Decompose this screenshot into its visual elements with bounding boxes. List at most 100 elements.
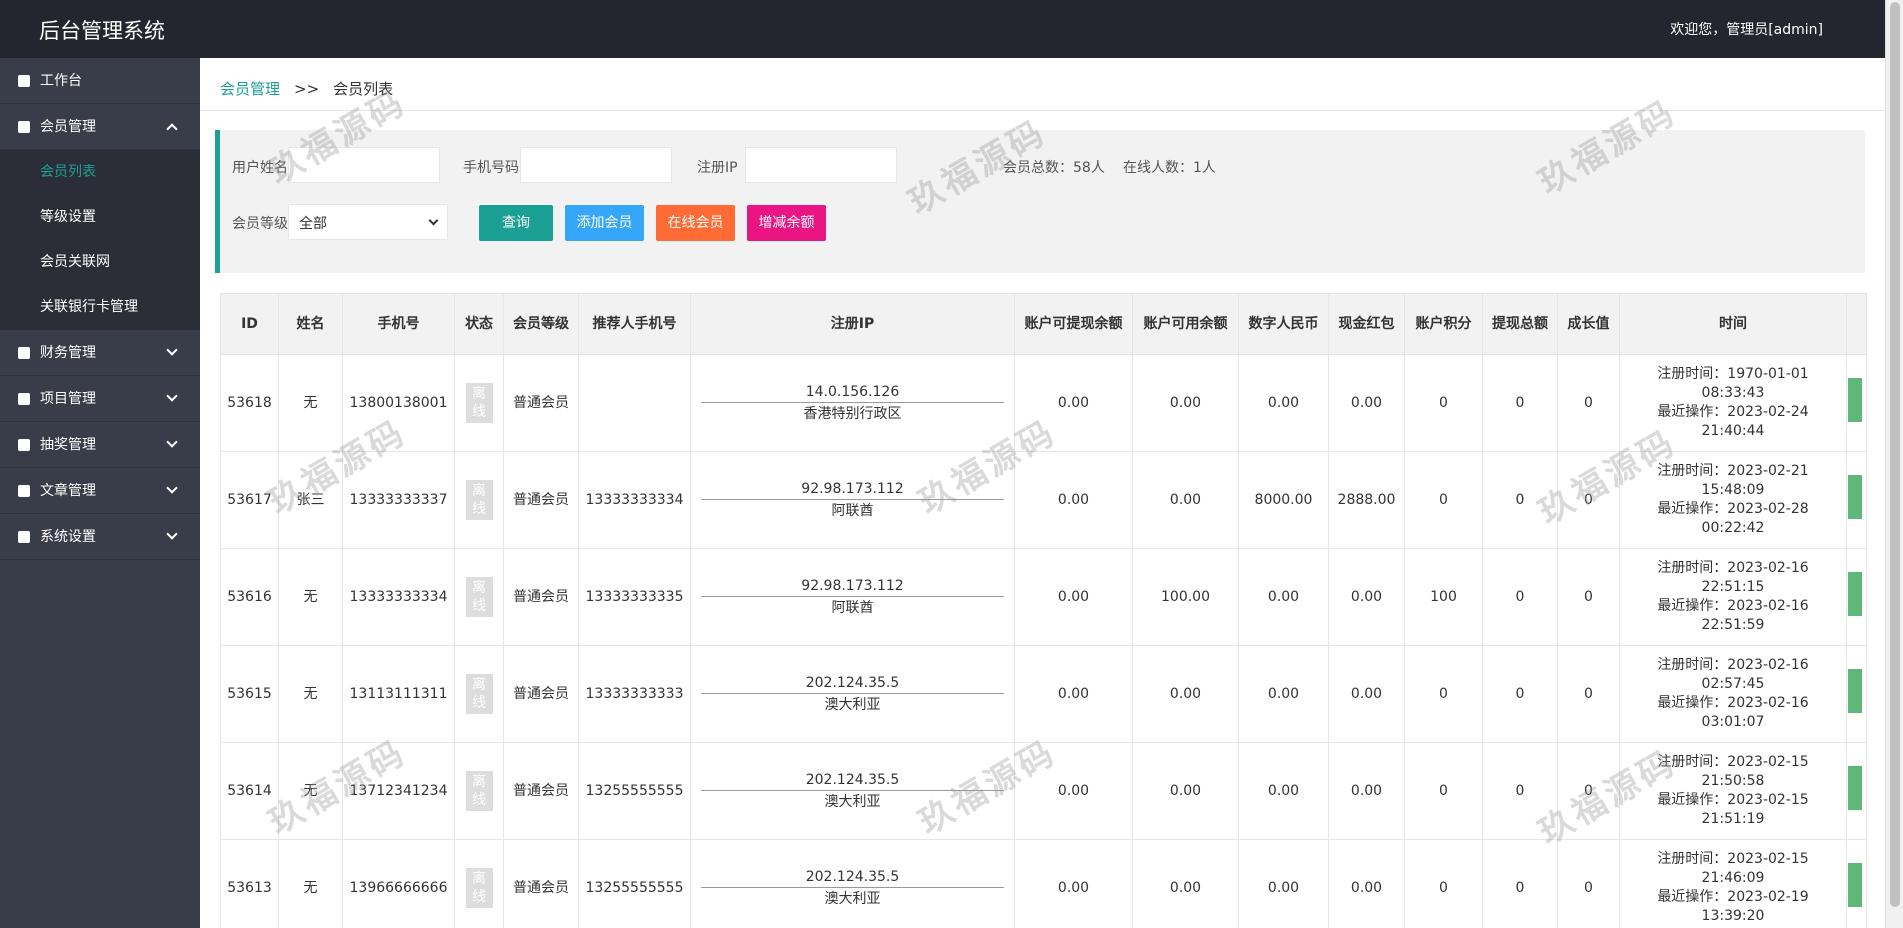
ip-input[interactable] (745, 147, 897, 183)
cell: 普通会员 (503, 354, 579, 452)
table-row: 53614 无 13712341234 离线 普通会员 13255555555 202.12… (220, 742, 1867, 840)
name-input[interactable] (288, 147, 440, 183)
menu-item[interactable]: 会员管理 (0, 104, 200, 150)
cell: 0 (1404, 839, 1483, 928)
menu-item[interactable]: 项目管理 (0, 376, 200, 422)
table-row: 53618 无 13800138001 离线 普通会员 14.0.156.126 香港特别行… (220, 354, 1867, 452)
cell: 0.00 (1132, 451, 1239, 549)
action-button[interactable] (1847, 475, 1862, 519)
cell: 0.00 (1014, 451, 1133, 549)
cell: 离线 (454, 742, 504, 840)
button[interactable]: 查询 (479, 205, 553, 241)
level-select[interactable]: 全部 (288, 204, 448, 240)
cell: 53616 (220, 548, 279, 646)
column-header: 姓名 (278, 293, 343, 355)
cell: 0.00 (1238, 645, 1329, 743)
column-header: 账户可提现余额 (1014, 293, 1133, 355)
register-time: 注册时间：1970-01-01 08:33:43 (1657, 366, 1809, 401)
scrollbar[interactable] (1885, 0, 1903, 928)
cell: 普通会员 (503, 645, 579, 743)
cell: 0.00 (1014, 742, 1133, 840)
user-menu[interactable]: 欢迎您，管理员[admin] (1670, 22, 1823, 38)
menu-item[interactable]: 文章管理 (0, 468, 200, 514)
action-button[interactable] (1847, 378, 1862, 422)
menu-item[interactable]: 财务管理 (0, 330, 200, 376)
menu-item[interactable]: 系统设置 (0, 514, 200, 560)
cell (1846, 645, 1867, 743)
register-ip: 202.124.35.5 (701, 868, 1004, 888)
menu-label: 会员管理 (40, 119, 96, 135)
submenu-item[interactable]: 等级设置 (0, 195, 200, 240)
menu-icon (18, 347, 30, 359)
action-button[interactable] (1847, 572, 1862, 616)
column-header: 状态 (454, 293, 504, 355)
menu-arrow (166, 528, 178, 540)
cell: 92.98.173.112 阿联酋 (690, 548, 1015, 646)
menu-label: 文章管理 (40, 483, 96, 499)
column-header: 账户积分 (1404, 293, 1483, 355)
cell: 53617 (220, 451, 279, 549)
cell: 8000.00 (1238, 451, 1329, 549)
action-button[interactable] (1847, 863, 1862, 907)
online-members: 在线人数：1人 (1123, 160, 1216, 176)
action-button[interactable] (1847, 766, 1862, 810)
submenu-item[interactable]: 会员关联网 (0, 240, 200, 285)
cell: 普通会员 (503, 742, 579, 840)
cell: 离线 (454, 548, 504, 646)
register-time: 注册时间：2023-02-16 02:57:45 (1657, 657, 1809, 692)
cell: 13712341234 (342, 742, 455, 840)
menu-item[interactable]: 工作台 (0, 58, 200, 104)
cell: 0.00 (1328, 839, 1405, 928)
cell: 53615 (220, 645, 279, 743)
breadcrumb-link[interactable]: 会员管理 (220, 80, 281, 98)
submenu-item[interactable]: 关联银行卡管理 (0, 285, 200, 330)
cell: 13800138001 (342, 354, 455, 452)
menu-item[interactable]: 抽奖管理 (0, 422, 200, 468)
menu-icon (18, 393, 30, 405)
cell: 0.00 (1328, 548, 1405, 646)
cell: 0.00 (1238, 354, 1329, 452)
cell: 0.00 (1132, 839, 1239, 928)
cell: 0.00 (1238, 548, 1329, 646)
status-badge: 离线 (465, 480, 493, 520)
column-header: 数字人民币 (1238, 293, 1329, 355)
cell: 14.0.156.126 香港特别行政区 (690, 354, 1015, 452)
cell: 202.124.35.5 澳大利亚 (690, 742, 1015, 840)
phone-input[interactable] (520, 147, 672, 183)
button[interactable]: 增减余额 (747, 205, 826, 241)
cell: 13113111311 (342, 645, 455, 743)
select-value: 全部 (299, 216, 327, 232)
cell: 13333333333 (578, 645, 691, 743)
menu-icon (18, 531, 30, 543)
column-header: 推荐人手机号 (578, 293, 691, 355)
cell (1846, 742, 1867, 840)
cell: 13333333337 (342, 451, 455, 549)
column-header: 时间 (1619, 293, 1847, 355)
register-ip: 202.124.35.5 (701, 674, 1004, 694)
menu-arrow (166, 123, 178, 135)
cell: 0 (1557, 742, 1620, 840)
menu-label: 系统设置 (40, 529, 96, 545)
submenu-item[interactable]: 会员列表 (0, 150, 200, 195)
cell (1846, 839, 1867, 928)
cell: 53618 (220, 354, 279, 452)
cell: 0 (1557, 645, 1620, 743)
last-active-time: 最近操作：2023-02-24 21:40:44 (1657, 404, 1809, 439)
status-badge: 离线 (465, 383, 493, 423)
button[interactable]: 添加会员 (565, 205, 644, 241)
cell (578, 354, 691, 452)
register-ip: 14.0.156.126 (701, 383, 1004, 403)
cell: 注册时间：1970-01-01 08:33:43 最近操作：2023-02-24 … (1619, 354, 1847, 452)
cell: 张三 (278, 451, 343, 549)
cell: 100 (1404, 548, 1483, 646)
action-button[interactable] (1847, 669, 1862, 713)
scroll-thumb[interactable] (1890, 2, 1900, 907)
menu-icon (18, 75, 30, 87)
cell: 0 (1482, 742, 1558, 840)
ip-location: 澳大利亚 (824, 793, 881, 810)
column-header: 现金红包 (1328, 293, 1405, 355)
button[interactable]: 在线会员 (656, 205, 735, 241)
cell: 0 (1482, 354, 1558, 452)
